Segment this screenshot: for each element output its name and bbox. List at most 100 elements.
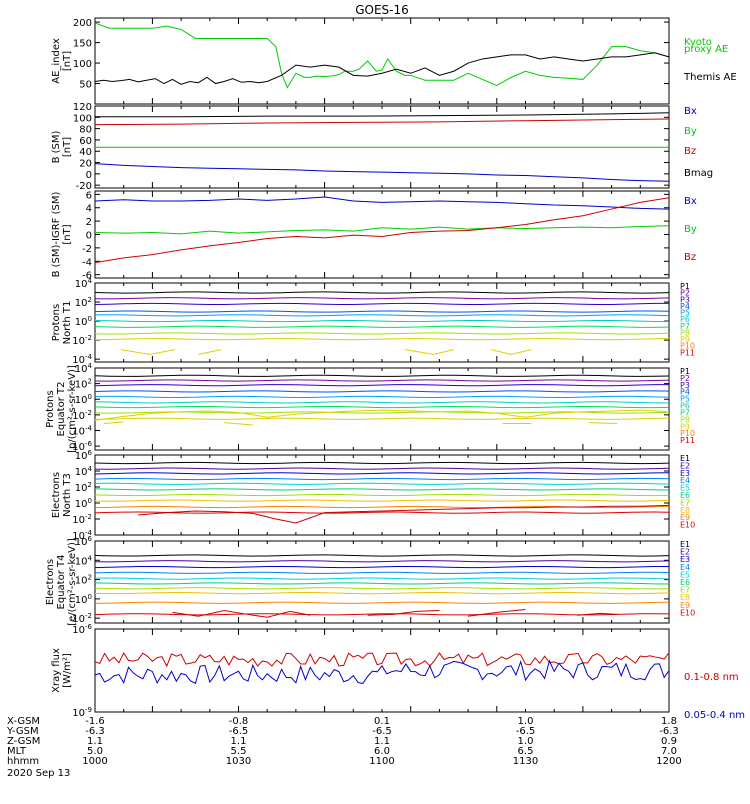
y-tick-label: 104 [75,465,93,478]
legend-label-e10: E10 [680,608,695,617]
legend-label-e5: E5 [680,484,690,493]
y-tick-label: 10-4 [72,529,92,542]
x-tick-label: 5.5 [231,746,247,757]
y-tick-label-exp: 4 [88,554,93,562]
x-tick-label: 0.9 [661,736,677,747]
y-axis-label: [W/m²] [62,653,73,688]
x-tick-label: 1.0 [518,716,534,727]
y-tick-label-exp: 6 [88,449,93,457]
channel-segment [172,609,311,618]
channel-segment [404,349,454,355]
row-label: Y-GSM [6,726,39,737]
legend-label-e6: E6 [680,491,690,500]
y-tick-label: 10-2 [72,513,92,526]
channel-line-p6 [95,401,669,404]
panel-data [95,554,669,618]
legend-label-p9: P9 [680,335,690,344]
legend-label-e3: E3 [680,469,690,478]
x-tick-label: -6.3 [85,726,105,737]
y-tick-label-base: 10 [75,298,88,309]
channel-line-p9 [95,417,669,420]
y-tick-label-base: 10 [75,576,88,587]
y-tick-label: 10-2 [72,612,92,625]
y-tick-label-exp: 0 [88,315,92,323]
channel-line-p8 [95,332,669,335]
legend-label-p10: P10 [680,429,695,438]
channel-line-p7 [95,325,669,328]
channel-line-e6 [95,582,669,585]
legend-label-p11: P11 [680,348,695,357]
y-tick-label-base: 10 [75,317,88,328]
channel-segment [198,349,222,355]
y-tick-label: 100 [75,315,92,328]
y-tick-label-base: 10 [72,614,85,625]
panel-frame [94,628,670,713]
legend-label-e9: E9 [680,601,690,610]
legend-label: By [684,224,697,235]
legend-label-e7: E7 [680,498,690,507]
legend-label-p6: P6 [680,402,690,411]
channel-line-e3 [95,565,669,569]
y-tick-label: -4 [82,257,92,268]
y-tick-label: 104 [75,362,93,375]
legend-label: 0.05-0.4 nm [684,710,745,721]
y-tick-label: 100 [73,113,92,124]
legend-label-p10: P10 [680,342,695,351]
y-tick-label-base: 10 [72,411,85,422]
channel-line-p2 [95,379,669,382]
y-tick-label-base: 10 [72,625,85,636]
legend-label: Bx [684,196,697,207]
legend-label: By [684,126,697,137]
legend-label-p7: P7 [680,322,690,331]
legend-label-e6: E6 [680,578,690,587]
row-label: X-GSM [7,716,40,727]
y-tick-label-base: 10 [72,708,85,719]
channel-line-p1 [95,291,669,294]
y-tick-label-base: 10 [72,442,85,453]
y-tick-label-exp: -6 [85,440,93,448]
y-tick-label: 0 [86,231,92,242]
x-tick-label: 1.8 [661,716,677,727]
legend-label-p1: P1 [680,367,690,376]
y-tick-label: 10-6 [72,623,92,636]
row-label: MLT [7,746,27,757]
date-label: 2020 Sep 13 [7,768,70,779]
series-line-bz [95,118,669,126]
y-tick-label-exp: -4 [85,424,93,432]
x-tick-label: -6.5 [372,726,392,737]
channel-segment [588,422,618,424]
channel-line-e7 [95,493,669,497]
channel-line-e1 [95,554,669,557]
y-axis-label: North T3 [62,473,73,517]
y-axis-label: [nT] [62,51,73,71]
y-tick-label-base: 10 [75,380,88,391]
channel-line-e8 [95,499,669,502]
channel-line-e9 [95,601,669,604]
x-tick-label: 6.0 [374,746,390,757]
y-tick-label-base: 10 [72,336,85,347]
legend-label: Bx [684,106,697,117]
y-tick-label: 106 [75,535,93,548]
legend-label-e5: E5 [680,570,690,579]
panel-data [95,652,669,685]
panel-data [95,196,669,264]
y-tick-label: 0 [86,170,92,181]
y-tick-label-exp: 2 [88,296,92,304]
y-tick-label: -20 [76,181,92,192]
y-tick-label: 50 [79,80,92,91]
y-tick-label-exp: 4 [88,465,93,473]
channel-line-e5 [95,577,669,580]
channel-segment [367,609,440,616]
y-tick-label-base: 10 [72,355,85,366]
legend-label: Bz [684,146,696,157]
y-tick-label: 106 [75,449,93,462]
y-axis-label: Equator T4 [56,555,67,610]
series-line-bz [95,197,669,264]
y-tick-label: 40 [79,147,92,158]
y-tick-label: -6 [82,271,92,282]
y-tick-label-base: 10 [75,451,88,462]
y-tick-label-exp: 6 [88,535,93,543]
